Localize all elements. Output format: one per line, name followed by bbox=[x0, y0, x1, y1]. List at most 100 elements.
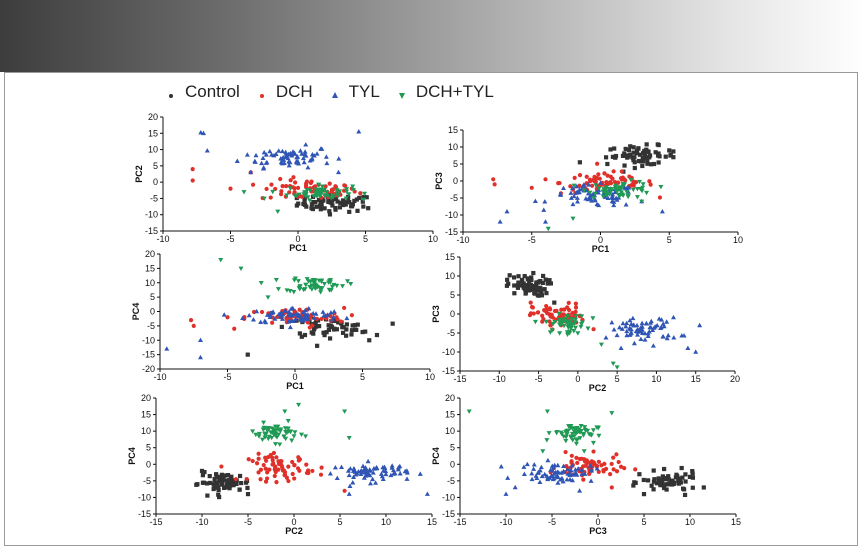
data-point-dch-tyl bbox=[634, 195, 640, 200]
data-point-control bbox=[237, 487, 242, 492]
data-point-tyl bbox=[424, 491, 430, 496]
data-point-dch-tyl bbox=[532, 319, 538, 325]
data-point-tyl bbox=[679, 333, 685, 338]
data-point-dch bbox=[540, 313, 545, 318]
data-point-dch-tyl bbox=[334, 191, 340, 197]
data-point-control bbox=[333, 196, 338, 202]
data-point-tyl bbox=[253, 152, 259, 158]
data-point-tyl bbox=[557, 191, 563, 197]
data-point-dch-tyl bbox=[561, 323, 567, 329]
y-tick-label: 10 bbox=[145, 278, 155, 288]
data-point-control bbox=[349, 332, 354, 337]
data-point-dch-tyl bbox=[609, 411, 615, 416]
data-point-tyl bbox=[332, 465, 338, 470]
data-point-dch bbox=[297, 307, 302, 312]
data-point-tyl bbox=[638, 336, 644, 342]
data-point-control bbox=[676, 481, 682, 486]
data-point-dch bbox=[573, 305, 579, 310]
data-point-tyl bbox=[279, 313, 285, 318]
data-point-dch-tyl bbox=[578, 324, 584, 330]
data-point-dch bbox=[261, 462, 266, 468]
data-point-control bbox=[332, 317, 337, 323]
data-point-dch-tyl bbox=[466, 409, 472, 414]
data-point-dch-tyl bbox=[304, 188, 310, 193]
data-point-tyl bbox=[603, 335, 609, 340]
data-point-tyl bbox=[577, 488, 583, 493]
data-point-dch bbox=[323, 184, 328, 189]
data-points bbox=[190, 129, 371, 217]
data-point-tyl bbox=[380, 468, 386, 473]
data-point-tyl bbox=[594, 466, 600, 471]
data-point-control bbox=[531, 284, 536, 289]
data-point-tyl bbox=[198, 354, 203, 360]
data-point-dch bbox=[549, 312, 554, 317]
data-point-control bbox=[355, 208, 360, 213]
chart-legend: Control DCH TYL DCH+TYL bbox=[165, 80, 510, 104]
data-point-dch bbox=[527, 312, 533, 318]
data-point-tyl bbox=[347, 466, 353, 471]
data-point-tyl bbox=[378, 471, 384, 476]
data-point-dch bbox=[349, 313, 354, 318]
data-point-control bbox=[279, 324, 284, 330]
y-tick-label: 15 bbox=[445, 252, 455, 262]
data-point-tyl bbox=[361, 467, 367, 472]
data-point-tyl bbox=[345, 468, 351, 473]
data-point-tyl bbox=[286, 312, 292, 318]
data-point-control bbox=[680, 486, 686, 491]
data-point-dch-tyl bbox=[334, 188, 340, 193]
data-point-control bbox=[201, 480, 206, 485]
data-point-control bbox=[648, 162, 654, 167]
data-point-tyl bbox=[397, 471, 403, 476]
data-point-control bbox=[355, 322, 360, 327]
triangle-down-icon bbox=[396, 86, 408, 99]
data-point-dch-tyl bbox=[543, 319, 549, 325]
y-tick-label: 5 bbox=[450, 290, 455, 300]
data-point-dch bbox=[593, 179, 598, 184]
data-point-dch-tyl bbox=[309, 287, 315, 292]
data-point-tyl bbox=[303, 316, 309, 321]
data-point-dch-tyl bbox=[302, 194, 308, 199]
y-tick-label: 5 bbox=[450, 443, 455, 453]
data-point-control bbox=[314, 204, 319, 209]
data-point-dch-tyl bbox=[587, 190, 593, 196]
data-point-tyl bbox=[585, 196, 591, 202]
data-point-dch bbox=[591, 327, 596, 332]
data-point-dch-tyl bbox=[327, 280, 333, 285]
data-point-tyl bbox=[250, 317, 256, 322]
data-point-dch bbox=[244, 476, 249, 482]
data-point-dch-tyl bbox=[581, 449, 587, 454]
data-point-tyl bbox=[550, 473, 556, 479]
x-axis-label: PC1 bbox=[286, 381, 304, 391]
data-point-control bbox=[646, 478, 651, 483]
data-point-dch bbox=[612, 179, 618, 185]
data-point-control bbox=[216, 487, 221, 493]
data-point-control bbox=[316, 197, 322, 203]
data-point-dch-tyl bbox=[547, 330, 553, 335]
legend-item-control: Control bbox=[165, 82, 240, 102]
data-point-tyl bbox=[279, 160, 285, 166]
x-tick-label: 10 bbox=[685, 517, 695, 527]
data-point-tyl bbox=[346, 491, 352, 496]
data-point-tyl bbox=[537, 479, 543, 485]
data-point-control bbox=[347, 209, 352, 214]
data-point-dch-tyl bbox=[573, 441, 579, 447]
data-point-tyl bbox=[671, 335, 677, 340]
data-point-control bbox=[374, 332, 380, 338]
data-point-dch bbox=[529, 304, 535, 310]
y-tick-label: -5 bbox=[147, 321, 155, 331]
data-point-dch bbox=[300, 194, 305, 199]
data-point-dch bbox=[561, 312, 567, 317]
data-point-control bbox=[645, 158, 650, 163]
data-point-dch-tyl bbox=[327, 287, 333, 293]
data-point-control bbox=[651, 468, 656, 473]
data-point-dch bbox=[574, 455, 579, 460]
data-point-control bbox=[344, 322, 350, 327]
data-point-tyl bbox=[630, 315, 636, 321]
data-point-tyl bbox=[598, 180, 604, 185]
data-point-dch-tyl bbox=[603, 185, 609, 190]
data-point-tyl bbox=[671, 314, 677, 320]
data-point-control bbox=[243, 480, 249, 485]
data-point-dch bbox=[191, 323, 196, 328]
data-point-tyl bbox=[532, 198, 538, 204]
data-point-tyl bbox=[260, 155, 266, 161]
